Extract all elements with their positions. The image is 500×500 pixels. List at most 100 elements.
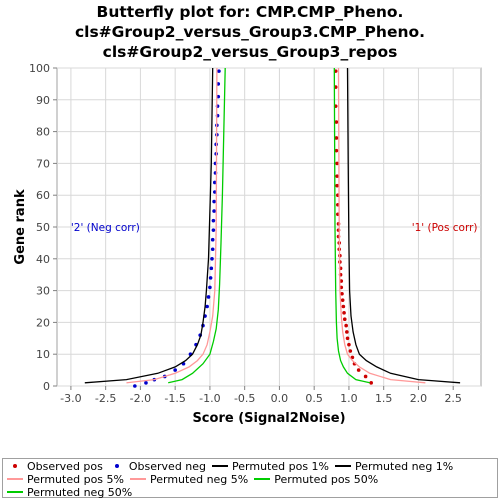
x-tick-label: -1.5 <box>164 392 185 405</box>
series-observed-neg-point <box>144 381 148 385</box>
y-tick-label: 100 <box>29 62 50 75</box>
y-tick-label: 10 <box>36 348 50 361</box>
series-permuted-pos-5-line <box>337 67 426 384</box>
series-observed-neg-point <box>212 199 216 204</box>
series-observed-pos-point <box>335 161 339 166</box>
y-tick-label: 30 <box>36 285 50 298</box>
legend-label: Permuted neg 50% <box>27 485 133 499</box>
y-tick-label: 80 <box>36 126 50 139</box>
chart-title-line-3: cls#Group2_versus_Group3_repos <box>102 43 398 61</box>
legend-swatch-icon <box>7 461 23 471</box>
legend-item: Permuted pos 50% <box>254 473 378 486</box>
series-observed-neg-point <box>206 295 211 299</box>
series-observed-neg-point <box>212 190 217 194</box>
legend-item: Permuted neg 50% <box>7 486 132 499</box>
x-tick-label: -2.5 <box>95 392 116 405</box>
chart-title: Butterfly plot for: CMP.CMP_Pheno. cls#G… <box>0 2 500 62</box>
series-observed-neg-point <box>210 247 215 252</box>
series-observed-neg-point <box>211 228 216 232</box>
series-observed-pos-point <box>344 323 348 328</box>
y-tick-label: 40 <box>36 253 50 266</box>
series-observed-pos-point <box>334 148 339 153</box>
legend-item: Observed pos <box>7 460 103 473</box>
series-observed-neg-point <box>217 69 221 73</box>
series-observed-neg-point <box>208 285 212 290</box>
legend-swatch-icon <box>109 461 125 471</box>
annotation-label: '2' (Neg corr) <box>71 222 140 234</box>
y-axis-label: Gene rank <box>13 189 28 265</box>
series-observed-pos-point <box>347 342 351 347</box>
legend-label: Observed pos <box>27 459 103 473</box>
series-observed-pos-point <box>350 355 355 360</box>
series-observed-neg-point <box>212 209 216 213</box>
y-tick-label: 90 <box>36 94 50 107</box>
y-tick-label: 50 <box>36 221 50 234</box>
legend-swatch-icon <box>335 461 351 471</box>
series-observed-neg-point <box>209 266 214 271</box>
x-tick-label: 2.0 <box>410 392 428 405</box>
series-observed-pos-point <box>334 136 339 140</box>
legend-row: Permuted neg 50% <box>7 484 138 500</box>
y-tick-label: 20 <box>36 316 50 329</box>
x-tick-label: 1.0 <box>340 392 358 405</box>
legend-swatch-icon <box>212 461 229 471</box>
legend-swatch-icon <box>254 474 271 484</box>
x-tick-label: 0.5 <box>305 392 323 405</box>
series-permuted-neg-50-line <box>168 67 226 384</box>
legend-label: Permuted neg 5% <box>149 472 249 486</box>
series-observed-neg-point <box>173 368 177 372</box>
series-observed-neg-point <box>211 218 216 223</box>
legend-item: Permuted neg 1% <box>335 460 453 473</box>
series-observed-neg-point <box>212 180 217 185</box>
y-tick-label: 60 <box>36 189 50 202</box>
y-tick-label: 70 <box>36 157 50 170</box>
series-observed-pos-point <box>340 291 344 296</box>
series-observed-pos-point <box>369 381 373 385</box>
butterfly-plot: -3.0 -2.5 -2.0 -1.5 -1.0 -0.5 0.0 0.5 1.0 1.5 2.0 2… <box>13 62 482 426</box>
x-tick-label: -1.0 <box>199 392 220 405</box>
annotation-label: '1' (Pos corr) <box>412 222 478 234</box>
legend-row: Permuted pos 5% Permuted neg 5% Permuted p… <box>7 471 384 487</box>
x-tick-label: -3.0 <box>60 392 81 405</box>
chart-title-line-1: Butterfly plot for: CMP.CMP_Pheno. <box>96 3 404 21</box>
legend-item: Permuted pos 5% <box>7 473 124 486</box>
x-tick-label: 2.5 <box>444 392 462 405</box>
series-observed-pos-point <box>342 317 347 322</box>
x-tick-label: 0.0 <box>271 392 289 405</box>
series-permuted-pos-50-line <box>333 67 370 384</box>
legend: Observed pos Observed neg Permuted pos 1% P… <box>2 458 498 500</box>
legend-swatch-icon <box>7 474 23 484</box>
x-tick-label: -2.0 <box>130 392 151 405</box>
series-observed-neg-point <box>205 304 209 309</box>
legend-swatch-icon <box>7 487 23 497</box>
x-tick-label: 1.5 <box>375 392 393 405</box>
series-observed-pos-point <box>335 183 339 188</box>
series-observed-neg-point <box>133 384 137 388</box>
legend-label: Observed neg <box>128 459 207 473</box>
legend-item: Permuted neg 5% <box>129 472 249 486</box>
legend-item: Observed neg <box>109 460 206 473</box>
series-observed-pos-point <box>335 174 339 178</box>
series-observed-neg-point <box>210 237 215 242</box>
legend-label: Permuted pos 50% <box>274 472 379 486</box>
series-observed-pos-point <box>340 298 345 302</box>
series-observed-pos-point <box>348 349 353 353</box>
y-tick-label: 0 <box>43 380 50 393</box>
series-observed-pos-point <box>345 330 349 334</box>
x-tick-label: -0.5 <box>234 392 255 405</box>
series-observed-pos-point <box>341 304 346 309</box>
series-observed-pos-point <box>345 336 350 341</box>
legend-item: Permuted pos 1% <box>212 460 329 473</box>
series-permuted-neg-5-line <box>126 67 218 384</box>
series-observed-pos-point <box>334 120 339 124</box>
legend-label: Permuted pos 1% <box>232 459 329 473</box>
annotation-layer: '2' (Neg corr) '1' (Pos corr) <box>71 222 478 234</box>
series-layer <box>84 67 461 388</box>
x-axis-label: Score (Signal2Noise) <box>192 411 345 426</box>
legend-swatch-icon <box>129 474 146 484</box>
series-observed-pos-point <box>342 311 346 315</box>
series-observed-neg-point <box>208 276 213 280</box>
legend-label: Permuted neg 1% <box>355 459 454 473</box>
series-observed-pos-point <box>356 368 361 372</box>
chart-title-line-2: cls#Group2_versus_Group3.CMP_Pheno. <box>74 23 426 41</box>
